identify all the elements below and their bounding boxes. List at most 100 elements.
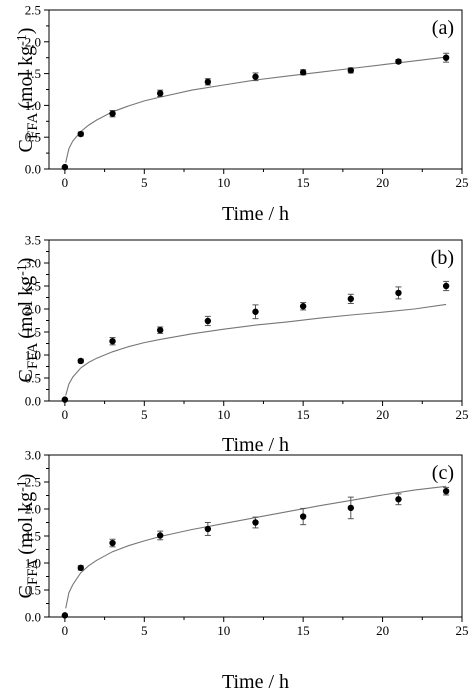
x-tick-label: 10: [217, 623, 230, 638]
y-tick-label: 0.5: [25, 130, 41, 145]
data-point: [109, 539, 116, 547]
x-tick-label: 20: [376, 623, 389, 638]
chart-panel-1: 0 5 10 15 20 25 0.0 0.5 1.0 1.5 2.0 2.5 (a) Time / h C…: [15, 3, 469, 226]
panel-label: (c): [432, 462, 454, 484]
y-axis-title-sub: FFA: [25, 113, 41, 140]
data-point: [395, 289, 402, 297]
y-axis-title-close: ): [15, 474, 37, 481]
plot-frame: [48, 454, 463, 618]
data-point: [156, 532, 164, 539]
y-tick-label: 1.5: [25, 529, 41, 544]
data-point: [77, 357, 84, 365]
x-tick-label: 10: [217, 407, 230, 422]
y-axis-title: CFFA (mol kg-1): [15, 474, 41, 599]
data-point: [299, 513, 307, 520]
x-axis-title: Time / h: [222, 671, 289, 693]
plot-frame: [48, 239, 463, 402]
x-tick-label: 20: [376, 175, 389, 190]
data-point: [109, 338, 116, 345]
y-tick-label: 0.5: [25, 583, 41, 598]
y-axis-title-close: ): [15, 28, 37, 35]
x-tick-label: 15: [297, 623, 310, 638]
y-axis-title-close: ): [15, 258, 37, 265]
x-tick-label: 25: [456, 407, 469, 422]
y-tick-label: 2.5: [25, 475, 41, 490]
x-tick-label: 15: [297, 407, 310, 422]
y-axis-title-unit: (mol kg: [15, 46, 37, 109]
x-tick-label: 0: [62, 623, 69, 638]
y-axis-title-main: C: [15, 369, 37, 382]
y-tick-label: 2.5: [25, 3, 41, 18]
data-point: [61, 612, 69, 619]
model-curve: [65, 485, 447, 609]
y-tick-label: 2.0: [25, 302, 41, 317]
y-tick-label: 3.0: [25, 256, 41, 271]
y-axis-title-unit: (mol kg: [15, 276, 37, 339]
x-tick-label: 10: [217, 175, 230, 190]
data-point: [156, 326, 164, 334]
y-axis-title: CFFA (mol kg-1): [15, 28, 41, 153]
data-point: [442, 487, 450, 495]
data-point: [347, 504, 355, 512]
data-point: [347, 295, 355, 303]
y-axis-title-sub: FFA: [25, 559, 41, 586]
y-tick-label: 2.0: [25, 34, 41, 49]
y-tick-label: 1.0: [25, 348, 41, 363]
data-point: [442, 282, 450, 290]
x-tick-label: 5: [141, 407, 148, 422]
panel-label: (a): [432, 17, 454, 39]
x-tick-label: 0: [62, 407, 69, 422]
y-tick-label: 0.0: [25, 394, 41, 409]
y-tick-label: 1.5: [25, 66, 41, 81]
data-point: [299, 69, 307, 76]
y-tick-label: 0.0: [25, 610, 41, 625]
data-point: [442, 54, 450, 61]
y-axis-title-sub: FFA: [25, 343, 41, 370]
y-axis-title-main: C: [15, 585, 37, 598]
x-tick-label: 25: [456, 175, 469, 190]
chart-panel-2: 0 5 10 15 20 25 0.0 0.5 1.0 1.5 2.0 2.5 3.0 3.5 (b) Tim…: [15, 233, 469, 457]
data-point: [395, 496, 402, 503]
plot-frame: [48, 9, 463, 170]
data-point: [61, 163, 69, 171]
x-tick-label: 5: [141, 623, 148, 638]
data-point: [347, 67, 355, 74]
data-point: [77, 130, 84, 138]
y-axis-title: CFFA (mol kg-1): [15, 258, 41, 383]
y-axis-title-sup: -1: [15, 34, 30, 46]
x-tick-label: 0: [62, 175, 69, 190]
y-tick-label: 3.5: [25, 233, 41, 248]
panel-label: (b): [431, 247, 454, 269]
data-point: [252, 308, 259, 315]
y-tick-label: 2.0: [25, 502, 41, 517]
data-point: [77, 564, 84, 572]
y-tick-label: 0.5: [25, 371, 41, 386]
y-tick-label: 3.0: [25, 448, 41, 463]
data-point: [204, 78, 212, 86]
x-tick-label: 25: [456, 623, 469, 638]
y-tick-label: 1.0: [25, 98, 41, 113]
chart-panel-3: 0 5 10 15 20 25 0.0 0.5 1.0 1.5 2.0 2.5 3.0 (c) Time /…: [15, 448, 469, 694]
data-point: [204, 525, 212, 533]
y-axis-title-main: C: [15, 139, 37, 152]
y-tick-label: 1.0: [25, 556, 41, 571]
y-axis-title-sup: -1: [15, 264, 30, 276]
x-tick-label: 20: [376, 407, 389, 422]
y-tick-label: 0.0: [25, 162, 41, 177]
x-axis-title: Time / h: [222, 434, 289, 456]
model-curve: [65, 303, 447, 396]
y-tick-label: 1.5: [25, 325, 41, 340]
data-point: [252, 73, 259, 80]
y-axis-title-unit: (mol kg: [15, 492, 37, 555]
data-point: [299, 303, 307, 310]
data-point: [252, 519, 259, 526]
y-axis-title-sup: -1: [15, 480, 30, 492]
data-point: [395, 58, 402, 65]
y-tick-label: 2.5: [25, 279, 41, 294]
data-point: [156, 90, 164, 97]
x-axis-title: Time / h: [222, 203, 289, 225]
data-point: [61, 396, 69, 403]
data-point: [204, 317, 212, 325]
data-point: [109, 110, 116, 117]
